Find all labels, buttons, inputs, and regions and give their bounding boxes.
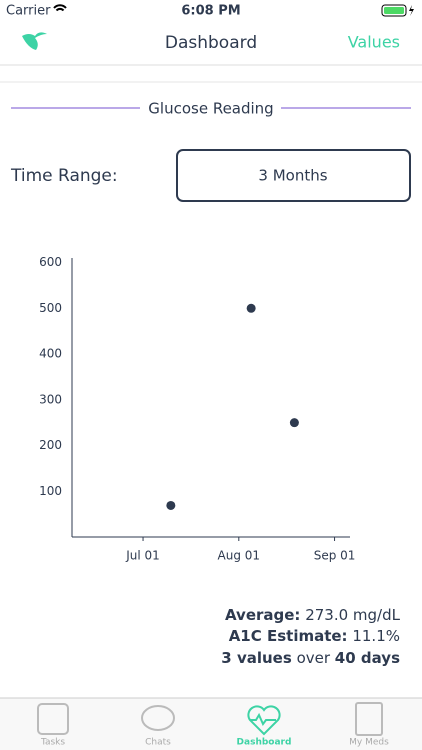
stat-value: 11.1% <box>352 627 400 645</box>
average: Average: 273.0 mg/dL <box>225 606 401 624</box>
tab-label[interactable]: My Meds <box>349 738 389 748</box>
tasks-icon[interactable] <box>37 703 69 735</box>
stat-over: over <box>297 649 331 667</box>
x-tick-label: Aug 01 <box>218 549 261 563</box>
app-logo[interactable] <box>22 32 47 50</box>
battery-level <box>384 7 404 14</box>
y-tick-label: 500 <box>39 301 62 315</box>
tab-label[interactable]: Chats <box>145 738 171 748</box>
stat-label: A1C Estimate: <box>229 627 348 645</box>
point <box>166 500 176 510</box>
tab-label-active[interactable]: Dashboard <box>237 738 292 748</box>
clock: 6:08 PM <box>181 4 240 19</box>
nav-title: Dashboard <box>165 33 257 53</box>
chart: 100 200 300 400 500 600 Jul 01 Aug 01 Sep 01 <box>39 255 355 562</box>
tab-bar <box>0 698 422 750</box>
section-title: Glucose Reading <box>148 100 273 118</box>
values-button[interactable]: Values <box>348 33 400 52</box>
point <box>289 418 299 428</box>
battery <box>381 4 407 17</box>
meds-icon[interactable] <box>355 702 383 736</box>
x-tick-label: Sep 01 <box>314 549 356 563</box>
y-tick-label: 200 <box>39 438 62 452</box>
point <box>246 303 256 313</box>
a1c: A1C Estimate: 11.1% <box>229 627 400 645</box>
y-tick-label: 600 <box>39 255 62 269</box>
stat-label: Average: <box>225 606 300 624</box>
dashboard-icon[interactable] <box>247 705 281 736</box>
y-tick-label: 100 <box>39 484 62 498</box>
chats-icon[interactable] <box>141 705 175 731</box>
y-tick-label: 300 <box>39 392 62 406</box>
tab-label[interactable]: Tasks <box>40 738 65 748</box>
time-range-picker[interactable] <box>176 149 411 202</box>
stat-span: 40 days <box>335 649 400 667</box>
wifi-icon <box>53 4 67 12</box>
stat-value: 273.0 mg/dL <box>305 606 400 624</box>
count: 3 values over 40 days <box>221 649 400 667</box>
x-tick-label: Jul 01 <box>125 549 160 563</box>
y-tick-label: 400 <box>39 347 62 361</box>
carrier: Carrier <box>6 4 51 19</box>
time-range-label: Time Range: <box>10 166 118 186</box>
charging-icon <box>409 5 414 16</box>
stat-count: 3 values <box>221 649 292 667</box>
time-range-value[interactable]: 3 Months <box>258 167 327 185</box>
